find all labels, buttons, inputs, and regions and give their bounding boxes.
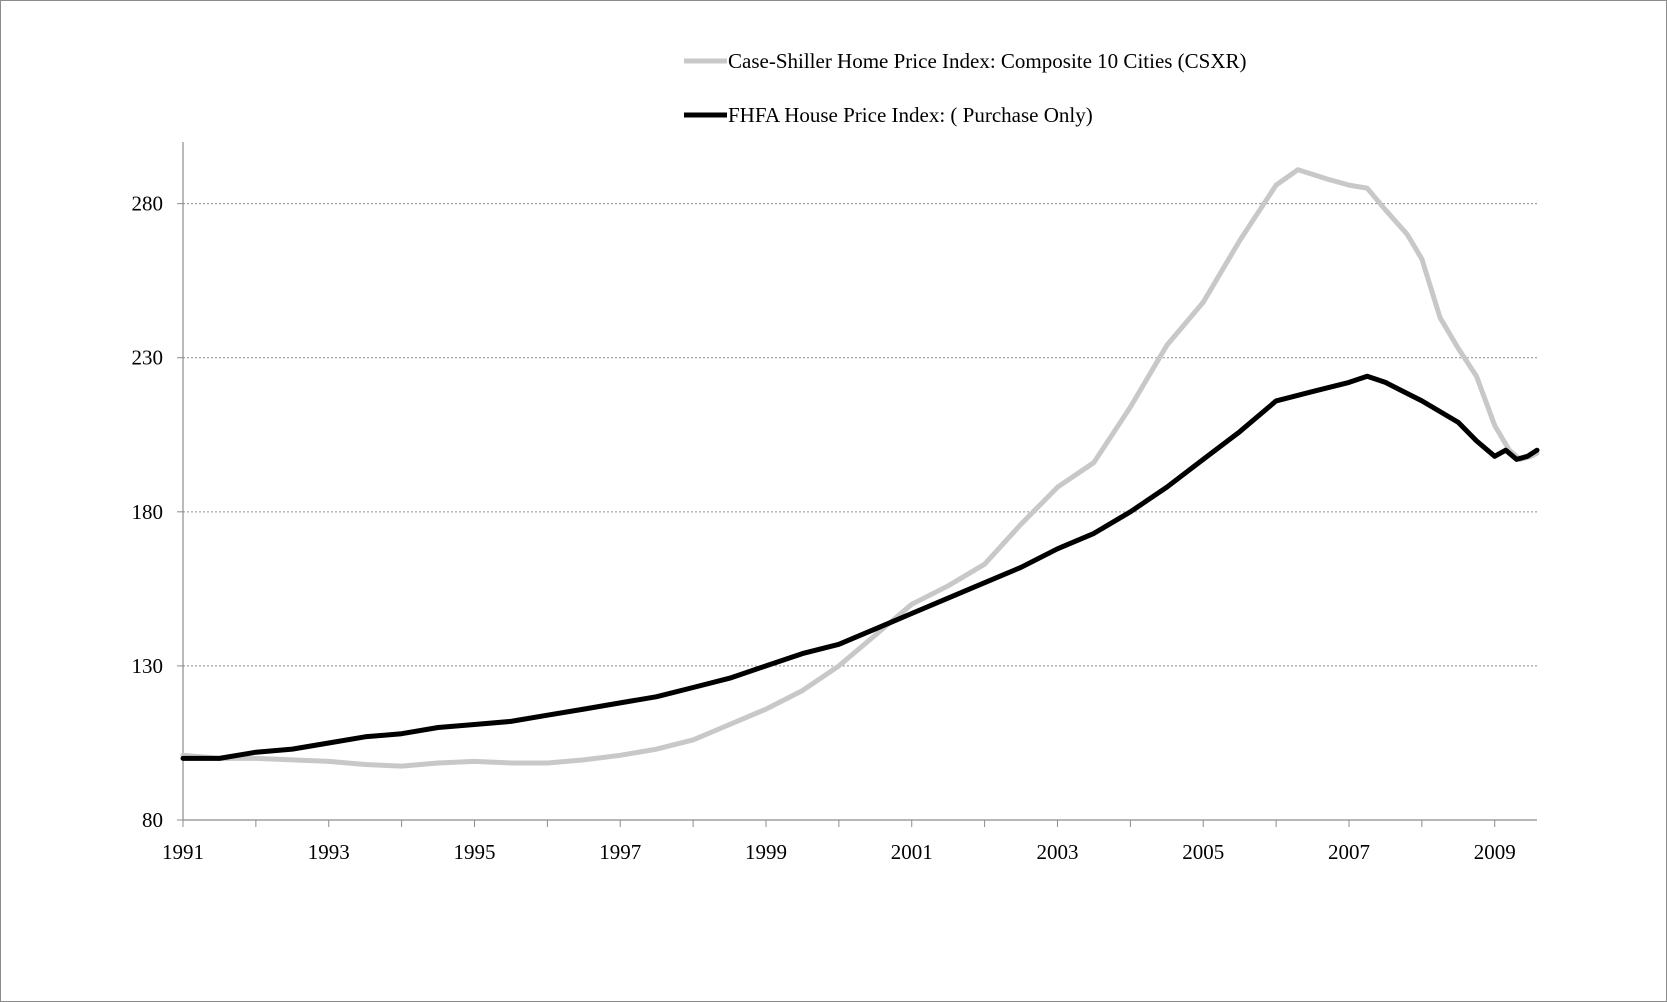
y-tick-label-130: 130 <box>132 654 164 678</box>
axes <box>182 142 1537 821</box>
x-tick-label-1995: 1995 <box>453 840 495 864</box>
series-line-fhfa <box>180 373 1540 761</box>
x-tick-label-2009: 2009 <box>1474 840 1516 864</box>
x-tick-label-2007: 2007 <box>1328 840 1370 864</box>
y-tick-label-180: 180 <box>132 500 164 524</box>
x-tick-label-1999: 1999 <box>745 840 787 864</box>
x-tick-label-1991: 1991 <box>162 840 204 864</box>
gridlines <box>183 203 1537 667</box>
x-axis-ticks: 1991 1993 1995 1997 1999 2001 2003 2005 2007 2009 <box>162 820 1516 864</box>
y-axis-ticks: 80 130 180 230 280 <box>132 192 183 832</box>
legend-label-case-shiller: Case-Shiller Home Price Index: Composite… <box>728 49 1247 73</box>
y-tick-label-230: 230 <box>132 346 164 370</box>
y-tick-label-280: 280 <box>132 192 164 216</box>
series-lines <box>180 167 1540 769</box>
x-tick-label-1997: 1997 <box>599 840 641 864</box>
x-tick-label-1993: 1993 <box>308 840 350 864</box>
legend: Case-Shiller Home Price Index: Composite… <box>684 49 1247 127</box>
legend-label-fhfa: FHFA House Price Index: ( Purchase Only) <box>728 103 1093 127</box>
series-line-case-shiller <box>180 167 1540 769</box>
x-tick-label-2001: 2001 <box>891 840 933 864</box>
x-tick-label-2005: 2005 <box>1182 840 1224 864</box>
x-tick-label-2003: 2003 <box>1036 840 1078 864</box>
y-tick-label-80: 80 <box>142 808 163 832</box>
